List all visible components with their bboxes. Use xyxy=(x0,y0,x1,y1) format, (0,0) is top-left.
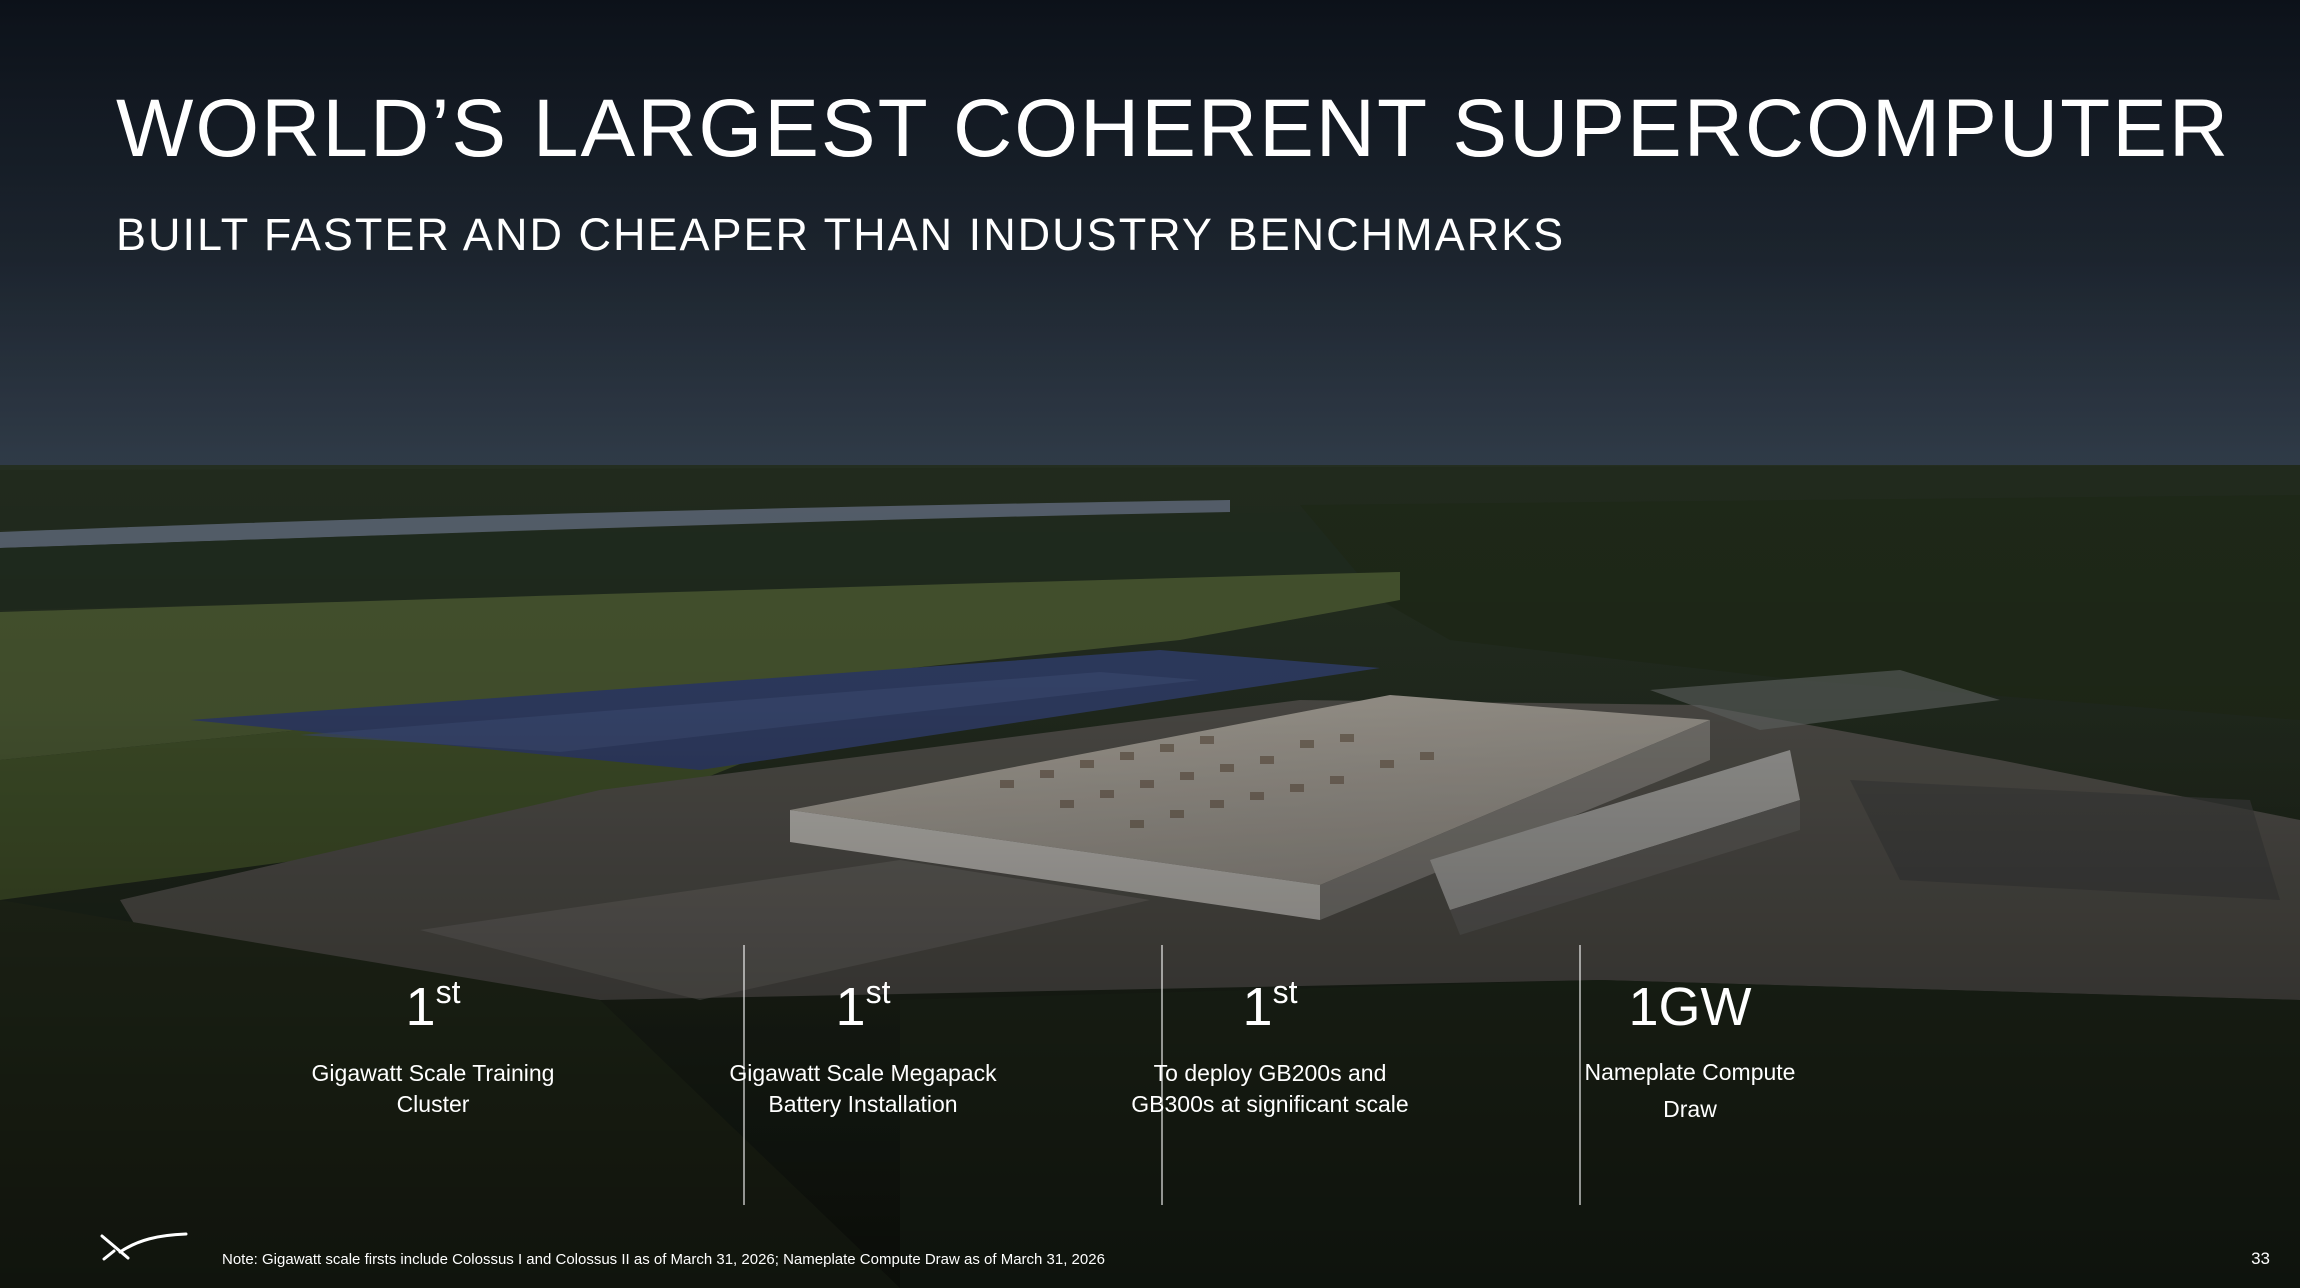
stat-megapack-battery: 1st Gigawatt Scale Megapack Battery Inst… xyxy=(653,940,1073,1205)
divider xyxy=(1579,945,1581,1205)
stat-value: 1GW xyxy=(1628,977,1752,1037)
page-subtitle: BUILT FASTER AND CHEAPER THAN INDUSTRY B… xyxy=(116,209,1566,260)
stats-row: 1st Gigawatt Scale Training Cluster 1st … xyxy=(100,940,2100,1205)
stat-nameplate-draw: 1GW Nameplate Compute Draw xyxy=(1480,940,1900,1205)
page-number: 33 xyxy=(2251,1249,2270,1268)
divider xyxy=(743,945,745,1205)
page-title: WORLD’S LARGEST COHERENT SUPERCOMPUTER xyxy=(116,83,2231,174)
x-logo-icon xyxy=(100,1232,188,1261)
stat-label: Gigawatt Scale Megapack Battery Installa… xyxy=(729,1060,997,1117)
stat-label: To deploy GB200s and GB300s at significa… xyxy=(1131,1060,1409,1117)
stat-label: Nameplate Compute Draw xyxy=(1584,1059,1796,1122)
stat-value: 1st xyxy=(405,974,461,1037)
stat-training-cluster: 1st Gigawatt Scale Training Cluster xyxy=(223,940,643,1205)
stat-gb200-gb300: 1st To deploy GB200s and GB300s at signi… xyxy=(1060,940,1480,1205)
stat-label: Gigawatt Scale Training Cluster xyxy=(311,1060,555,1117)
stat-value: 1st xyxy=(1242,974,1298,1037)
stat-value: 1st xyxy=(835,974,891,1037)
divider xyxy=(1161,945,1163,1205)
footnote: Note: Gigawatt scale firsts include Colo… xyxy=(222,1251,1105,1268)
